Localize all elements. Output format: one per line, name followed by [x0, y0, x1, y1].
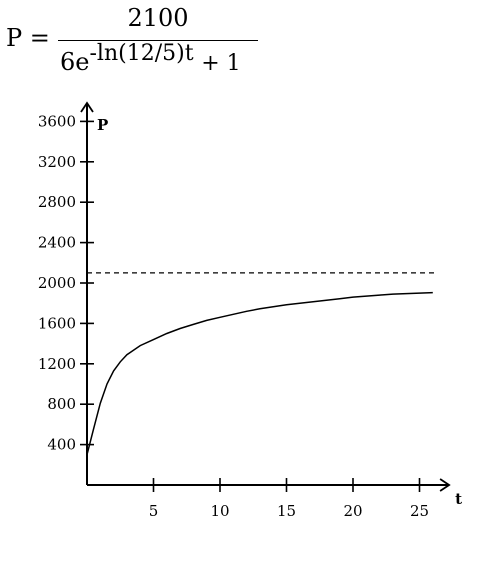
x-tick-label-15: 15: [277, 502, 296, 520]
y-tick-label-400: 400: [47, 436, 76, 454]
logistic-chart: t P 5 10 15 20 25 400 800 1200 1600 2000 2400 2800 320…: [38, 101, 462, 520]
denominator-exponent: -ln(12/5)t: [89, 41, 194, 66]
x-tick-label-25: 25: [410, 502, 429, 520]
y-axis-label: P: [97, 116, 108, 134]
y-tick-label-2800: 2800: [38, 193, 76, 211]
y-tick-label-800: 800: [47, 395, 76, 413]
formula-lhs: P =: [6, 24, 50, 52]
y-tick-label-1200: 1200: [38, 355, 76, 373]
x-axis-label: t: [455, 490, 462, 508]
x-tick-label-10: 10: [210, 502, 229, 520]
x-tick-label-20: 20: [343, 502, 362, 520]
y-tick-label-1600: 1600: [38, 314, 76, 332]
formula: P = 2100 6e-ln(12/5)t + 1: [0, 0, 300, 95]
chart-tick-labels: t P 5 10 15 20 25 400 800 1200 1600 2000 2400 2800 320…: [38, 112, 462, 520]
x-tick-label-5: 5: [149, 502, 159, 520]
chart-ticks: [80, 120, 421, 492]
y-tick-label-2000: 2000: [38, 274, 76, 292]
x-axis-arrow: [439, 478, 451, 492]
denominator-tail: + 1: [201, 51, 241, 76]
y-axis-arrow: [80, 101, 94, 113]
chart-marks: [86, 272, 436, 455]
chart-axes: [80, 101, 451, 492]
denominator-base: 6e: [60, 48, 90, 76]
fraction-bar: [58, 40, 258, 41]
formula-denominator: 6e-ln(12/5)t + 1: [60, 41, 241, 76]
series-line-0: [86, 291, 433, 455]
formula-numerator: 2100: [127, 4, 189, 32]
y-tick-label-3200: 3200: [38, 153, 76, 171]
y-tick-label-3600: 3600: [38, 112, 76, 130]
y-tick-label-2400: 2400: [38, 234, 76, 252]
